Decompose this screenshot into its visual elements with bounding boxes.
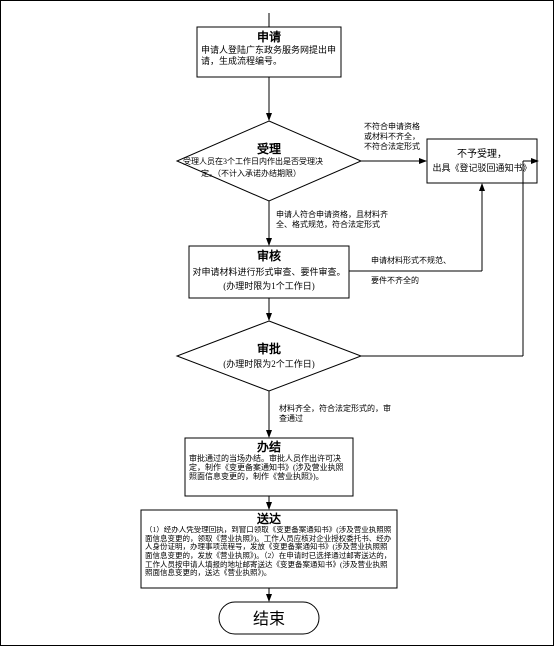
- reject-l2: 出具《登记驳回通知书》: [432, 162, 531, 173]
- reject-l1: 不予受理，: [457, 148, 507, 160]
- edge4-l2: 查通过: [279, 413, 303, 423]
- review-title: 审核: [257, 248, 281, 263]
- edge4-l1: 材料齐全，符合法定形式的，审: [279, 403, 391, 413]
- edge3-l1: 申请材料形式不规范、: [371, 255, 451, 265]
- reject-node: [427, 139, 537, 183]
- approve-title: 审批: [257, 341, 281, 356]
- edge2-l1: 申请人符合申请资格，且材料齐: [276, 209, 388, 219]
- handle-title: 办结: [257, 439, 281, 454]
- accept-desc-bottom: 定。（不计入承诺办结期限）: [201, 169, 341, 179]
- accept-desc-left: 受理人员在3个工作日内作出是否受理决: [183, 157, 358, 167]
- handle-desc: 审批通过的当场办结。审批人员作出许可决定，制作《变更备案通知书》(涉及营业执照照…: [189, 454, 349, 482]
- edge1-l1: 不符合申请资格: [364, 121, 420, 131]
- apply-title: 申请: [257, 29, 281, 44]
- deliver-desc: （1）经办人凭受理回执，到窗口领取《变更备案通知书》(涉及营业执照照面信息变更的…: [145, 526, 393, 578]
- edge3-l2: 要件不齐全的: [371, 275, 419, 285]
- review-d1: 对申请材料进行形式审查、要件审查。: [192, 266, 345, 277]
- edge2-l2: 全、格式规范，符合法定形式: [276, 219, 380, 229]
- end-title: 结束: [253, 610, 285, 628]
- apply-desc: 申请人登陆广东政务服务网提出申请，生成流程编号。: [201, 45, 337, 67]
- approve-desc: (办理时限为2个工作日): [223, 358, 315, 369]
- edge1-l2: 或材料不齐全，: [364, 131, 420, 141]
- edge1-l3: 不符合法定形式: [364, 141, 420, 151]
- review-d2: (办理时限为1个工作日): [223, 280, 315, 291]
- deliver-title: 送达: [256, 511, 281, 526]
- approve-node: [177, 321, 361, 391]
- accept-title: 受理: [257, 141, 281, 156]
